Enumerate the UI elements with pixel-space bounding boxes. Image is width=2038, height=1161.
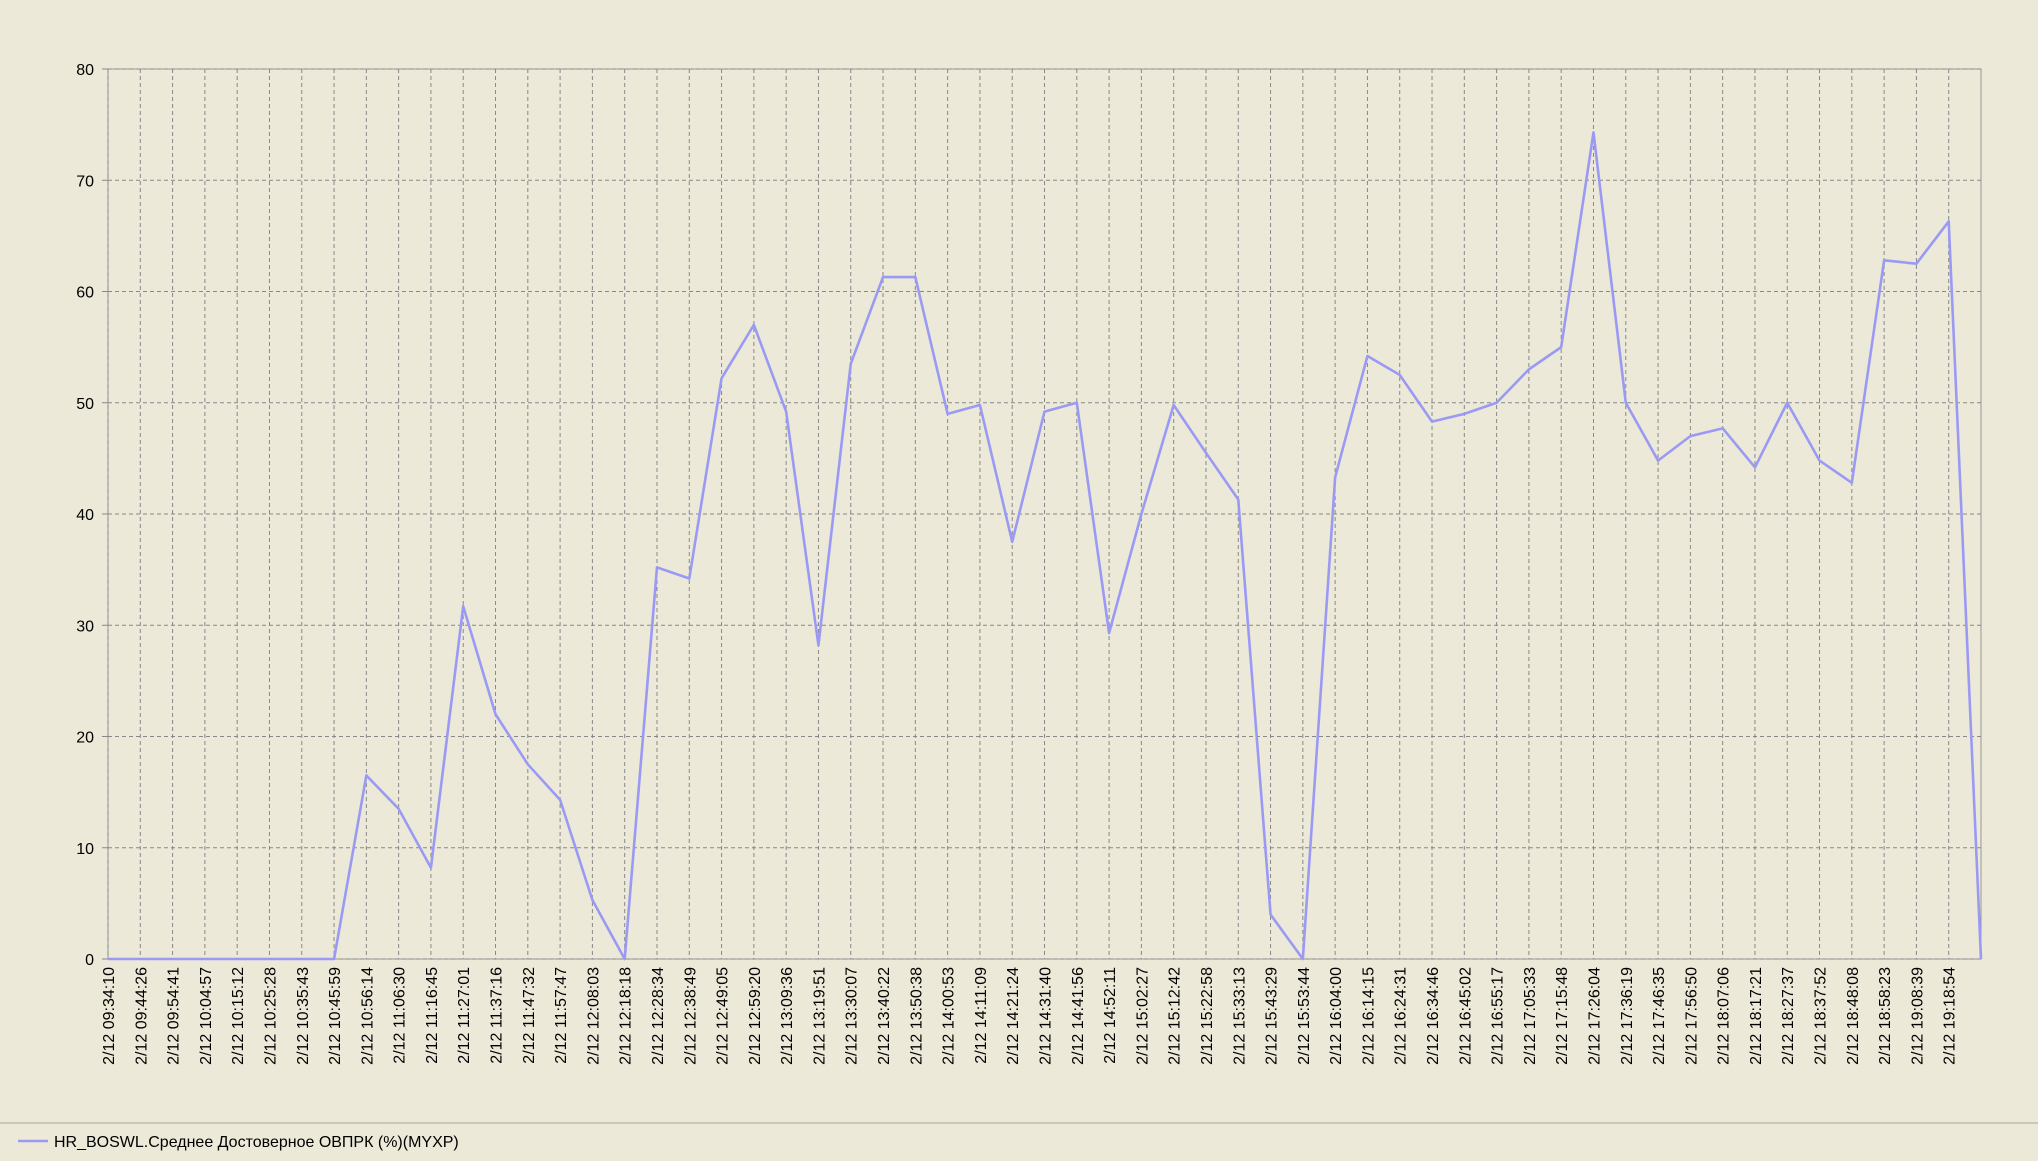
x-tick-label: 2/12 13:30:07 [844,967,861,1065]
x-tick-label: 2/12 18:27:37 [1780,967,1797,1065]
x-tick-label: 2/12 12:08:03 [585,967,602,1065]
x-tick-label: 2/12 13:19:51 [811,967,828,1065]
x-tick-label: 2/12 14:21:24 [1005,967,1022,1065]
x-tick-label: 2/12 17:56:50 [1683,967,1700,1065]
y-tick-label: 70 [76,173,94,190]
x-tick-label: 2/12 15:22:58 [1199,967,1216,1065]
x-tick-label: 2/12 18:37:52 [1813,967,1830,1065]
x-tick-label: 2/12 16:24:31 [1393,967,1410,1065]
x-tick-label: 2/12 17:15:48 [1554,967,1571,1065]
data-line [108,131,1983,961]
x-tick-label: 2/12 09:54:41 [166,967,183,1065]
x-tick-label: 2/12 16:04:00 [1328,967,1345,1065]
x-tick-label: 2/12 16:34:46 [1425,967,1442,1065]
x-tick-label: 2/12 14:00:53 [941,967,958,1065]
x-tick-label: 2/12 17:05:33 [1522,967,1539,1065]
x-tick-label: 2/12 11:16:45 [424,967,441,1064]
x-tick-label: 2/12 09:34:10 [101,967,118,1065]
x-tick-label: 2/12 17:36:19 [1619,967,1636,1065]
x-tick-label: 2/12 15:12:42 [1167,967,1184,1065]
x-tick-label: 2/12 11:27:01 [456,967,473,1064]
y-tick-label: 20 [76,730,94,747]
x-tick-label: 2/12 15:33:13 [1231,967,1248,1065]
y-tick-label: 40 [76,507,94,524]
x-tick-label: 2/12 19:18:54 [1942,967,1959,1065]
x-tick-label: 2/12 13:09:36 [779,967,796,1065]
x-tick-label: 2/12 11:06:30 [392,967,409,1064]
x-tick-label: 2/12 17:26:04 [1586,967,1603,1065]
x-tick-label: 2/12 15:43:29 [1264,967,1281,1065]
x-tick-label: 2/12 10:04:57 [198,967,215,1065]
x-tick-label: 2/12 14:11:09 [973,967,990,1064]
x-tick-label: 2/12 16:14:15 [1360,967,1377,1065]
x-tick-label: 2/12 14:41:56 [1070,967,1087,1065]
x-tick-label: 2/12 15:53:44 [1296,967,1313,1065]
x-tick-label: 2/12 16:45:02 [1457,967,1474,1065]
x-tick-label: 2/12 19:08:39 [1909,967,1926,1065]
x-tick-label: 2/12 15:02:27 [1134,967,1151,1065]
x-tick-label: 2/12 09:44:26 [133,967,150,1065]
x-tick-label: 2/12 12:18:18 [618,967,635,1065]
y-tick-label: 10 [76,841,94,858]
x-tick-label: 2/12 18:58:23 [1877,967,1894,1065]
y-tick-label: 0 [85,952,94,969]
x-tick-label: 2/12 14:52:11 [1102,967,1119,1064]
x-tick-label: 2/12 11:47:32 [521,967,538,1064]
y-tick-label: 50 [76,396,94,413]
x-tick-label: 2/12 10:35:43 [295,967,312,1065]
x-tick-label: 2/12 11:57:47 [553,967,570,1064]
x-tick-label: 2/12 12:38:49 [682,967,699,1065]
x-tick-label: 2/12 18:17:21 [1748,967,1765,1065]
x-tick-label: 2/12 10:56:14 [359,967,376,1065]
legend-label: HR_BOSWL.Среднее Достоверное ОВПРК (%)(M… [54,1134,459,1151]
x-tick-label: 2/12 12:28:34 [650,967,667,1065]
y-tick-label: 30 [76,618,94,635]
x-tick-label: 2/12 11:37:16 [489,967,506,1064]
x-tick-label: 2/12 12:59:20 [747,967,764,1065]
x-tick-label: 2/12 18:48:08 [1845,967,1862,1065]
x-tick-label: 2/12 12:49:05 [715,967,732,1065]
x-tick-label: 2/12 10:45:59 [327,967,344,1065]
x-tick-label: 2/12 13:40:22 [876,967,893,1065]
x-tick-label: 2/12 14:31:40 [1038,967,1055,1065]
y-tick-label: 80 [76,62,94,79]
x-tick-label: 2/12 16:55:17 [1490,967,1507,1065]
x-tick-label: 2/12 13:50:38 [908,967,925,1065]
x-tick-label: 2/12 17:46:35 [1651,967,1668,1065]
x-tick-label: 2/12 10:25:28 [262,967,279,1065]
x-tick-label: 2/12 10:15:12 [230,967,247,1065]
x-tick-label: 2/12 18:07:06 [1716,967,1733,1065]
y-tick-label: 60 [76,285,94,302]
